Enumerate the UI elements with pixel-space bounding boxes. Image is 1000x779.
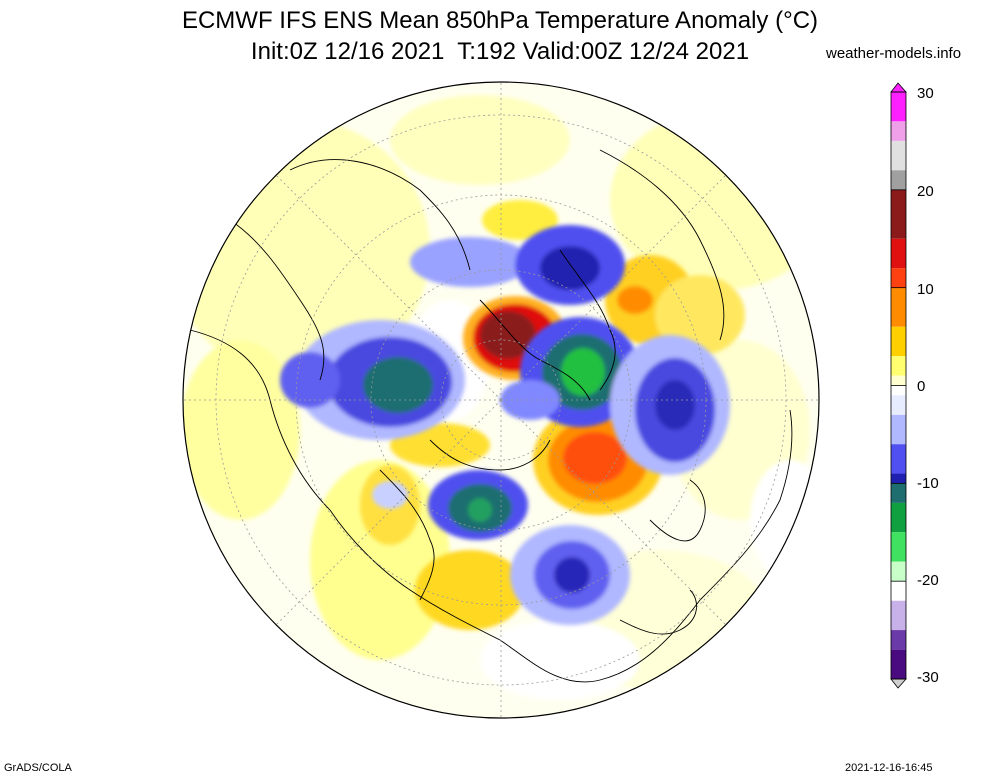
footer-left-text: GrADS/COLA: [4, 762, 72, 774]
cold-regions: [280, 225, 730, 625]
colorbar-label-0: 0: [917, 378, 926, 395]
colorbar-segment: [891, 630, 906, 650]
footer-right-timestamp: 2021-12-16-16:45: [845, 762, 933, 774]
colorbar-segment: [891, 395, 906, 415]
colorbar-label-10: 10: [917, 281, 934, 298]
colorbar-segment: [891, 483, 906, 503]
colorbar-bottom-arrow: [890, 678, 907, 689]
colorbar-segment: [891, 444, 906, 474]
graticule: [183, 82, 819, 718]
colorbar-top-arrow: [890, 82, 907, 93]
colorbar-ticks: [891, 91, 906, 680]
colorbar-segment: [891, 287, 906, 327]
colorbar-segment: [891, 561, 906, 582]
colorbar-label-30: 30: [917, 85, 934, 102]
colorbar-segment: [891, 649, 906, 679]
colorbar-segment: [891, 268, 906, 288]
colorbar-label-minus-30: -30: [917, 669, 939, 686]
colorbar-label-20: 20: [917, 183, 934, 200]
colorbar-segment: [891, 473, 906, 484]
title-line-2: Init:0Z 12/16 2021 T:192 Valid:00Z 12/24…: [250, 38, 750, 65]
moderate-warm-regions: [360, 200, 745, 630]
colorbar-segment: [891, 121, 906, 141]
colorbar-segment: [891, 326, 906, 357]
colorbar-segment: [891, 356, 906, 376]
credit-text: weather-models.info: [826, 45, 962, 62]
colorbar-segment: [891, 581, 906, 601]
colorbar-segment: [891, 92, 906, 122]
colorbar-segment: [891, 189, 906, 239]
colorbar-segment: [891, 414, 906, 445]
colorbar-label-minus-20: -20: [917, 572, 939, 589]
colorbar-segment: [891, 600, 906, 631]
map-field: [183, 82, 819, 718]
colorbar-segment: [891, 532, 906, 562]
colorbar-segment: [891, 385, 906, 396]
colorbar-segment: [891, 140, 906, 171]
colorbar-segment: [891, 375, 906, 386]
colorbar-segment: [891, 170, 906, 190]
colorbar-segments: [891, 92, 906, 679]
title-line-1: ECMWF IFS ENS Mean 850hPa Temperature An…: [181, 7, 819, 34]
colorbar-segment: [891, 502, 906, 533]
colorbar-label-minus-10: -10: [917, 475, 939, 492]
coastlines: [189, 149, 793, 683]
colorbar-segment: [891, 238, 906, 269]
map-border: [182, 81, 820, 719]
